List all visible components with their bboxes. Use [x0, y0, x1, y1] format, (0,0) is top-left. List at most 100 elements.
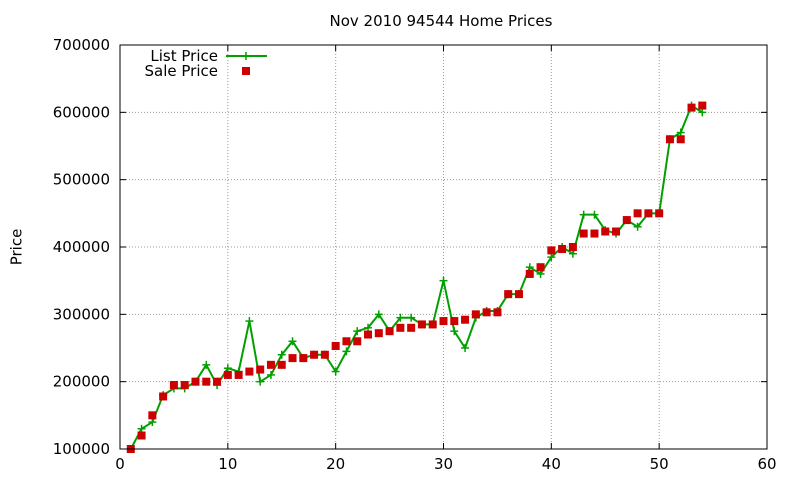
sale-price-point	[633, 209, 642, 218]
sale-price-point	[353, 337, 362, 346]
sale-price-point	[288, 354, 297, 363]
sale-price-point	[364, 330, 373, 339]
x-tick-label: 0	[115, 455, 125, 473]
list-price-point	[202, 360, 211, 369]
list-price-point	[331, 367, 340, 376]
sale-price-point	[266, 360, 275, 369]
sale-price-point	[536, 263, 545, 272]
list-price-point	[148, 418, 157, 427]
x-tick-label: 20	[326, 455, 345, 473]
x-tick-label: 60	[757, 455, 776, 473]
x-tick-label: 30	[434, 455, 453, 473]
y-tick-label: 400000	[53, 238, 110, 256]
sale-price-point	[428, 320, 437, 329]
sale-price-point	[590, 229, 599, 238]
sale-price-point	[407, 323, 416, 332]
list-price-point	[698, 108, 707, 117]
list-price-point	[396, 313, 405, 322]
list-price-point	[277, 350, 286, 359]
x-tick-label: 10	[218, 455, 237, 473]
list-price-point	[590, 210, 599, 219]
sale-price-point	[461, 315, 470, 324]
sale-price-point	[223, 370, 232, 379]
y-tick-label: 700000	[53, 36, 110, 54]
list-price-point	[137, 424, 146, 433]
y-tick-label: 100000	[53, 440, 110, 458]
chart-title: Nov 2010 94544 Home Prices	[330, 12, 553, 30]
y-tick-label: 300000	[53, 305, 110, 323]
sale-price-point	[256, 365, 265, 374]
list-price-point	[407, 313, 416, 322]
list-price-point	[353, 327, 362, 336]
sale-price-point	[698, 101, 707, 110]
list-price-point	[547, 253, 556, 262]
list-price-point	[450, 327, 459, 336]
list-price-point	[461, 344, 470, 352]
sale-price-point	[331, 341, 340, 350]
sale-price-point	[665, 135, 674, 144]
y-tick-label: 200000	[53, 373, 110, 391]
legend-marker-list-price	[242, 52, 250, 60]
sale-price-point	[547, 246, 556, 255]
sale-price-point	[148, 411, 157, 420]
sale-price-point	[169, 381, 178, 390]
y-tick-label: 600000	[53, 103, 110, 121]
sale-price-point	[525, 269, 534, 278]
sale-price-point	[439, 317, 448, 326]
sale-price-point	[558, 245, 567, 254]
list-price-point	[579, 210, 588, 219]
sale-price-point	[482, 308, 491, 317]
sale-price-point	[180, 381, 189, 390]
series-layer	[126, 101, 707, 453]
sale-price-point	[612, 227, 621, 236]
sale-price-point	[213, 377, 222, 386]
sale-price-point	[137, 431, 146, 440]
sale-price-point	[342, 337, 351, 346]
list-price-point	[525, 263, 534, 272]
sale-price-point	[234, 370, 243, 379]
sale-price-point	[493, 308, 502, 317]
legend-label-list-price: List Price	[150, 47, 218, 65]
y-tick-label: 500000	[53, 171, 110, 189]
sale-price-point	[655, 209, 664, 218]
sale-price-point	[374, 329, 383, 338]
sale-price-point	[622, 216, 631, 225]
list-price-point	[536, 269, 545, 278]
sale-price-point	[676, 135, 685, 144]
sale-price-point	[396, 323, 405, 332]
y-axis-label: Price	[8, 229, 26, 266]
sale-price-point	[450, 317, 459, 326]
list-price-point	[223, 364, 232, 373]
sale-price-point	[514, 290, 523, 299]
sale-price-point	[202, 377, 211, 386]
list-price-point	[256, 377, 265, 386]
sale-price-point	[320, 350, 329, 359]
list-price-point	[288, 337, 297, 346]
list-price-point	[676, 128, 685, 137]
list-price-point	[439, 276, 448, 285]
sale-price-point	[245, 367, 254, 376]
list-price-point	[266, 370, 275, 379]
sale-price-point	[191, 377, 200, 386]
sale-price-point	[159, 392, 168, 401]
list-price-point	[364, 323, 373, 332]
sale-price-point	[579, 229, 588, 238]
axis-ticks: 0 10 20 30 40 50 60 100000 200000 300000 400000 500…	[53, 36, 777, 473]
sale-price-point	[568, 243, 577, 251]
list-price-point	[633, 222, 642, 231]
sale-price-point	[385, 327, 394, 336]
sale-price-point	[644, 209, 653, 218]
sale-price-point	[504, 290, 513, 299]
list-price-point	[568, 249, 577, 258]
sale-price-point	[277, 360, 286, 369]
x-tick-label: 40	[542, 455, 561, 473]
x-tick-label: 50	[650, 455, 669, 473]
sale-price-point	[687, 103, 696, 112]
legend-label-sale-price: Sale Price	[145, 62, 218, 80]
list-price-point	[374, 310, 383, 319]
sale-price-point	[601, 227, 610, 236]
legend-marker-sale-price	[242, 67, 250, 75]
